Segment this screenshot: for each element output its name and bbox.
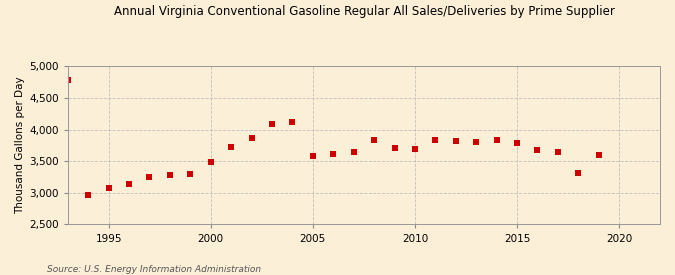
Text: Annual Virginia Conventional Gasoline Regular All Sales/Deliveries by Prime Supp: Annual Virginia Conventional Gasoline Re… bbox=[114, 6, 615, 18]
Y-axis label: Thousand Gallons per Day: Thousand Gallons per Day bbox=[15, 76, 25, 214]
Text: Source: U.S. Energy Information Administration: Source: U.S. Energy Information Administ… bbox=[47, 265, 261, 274]
